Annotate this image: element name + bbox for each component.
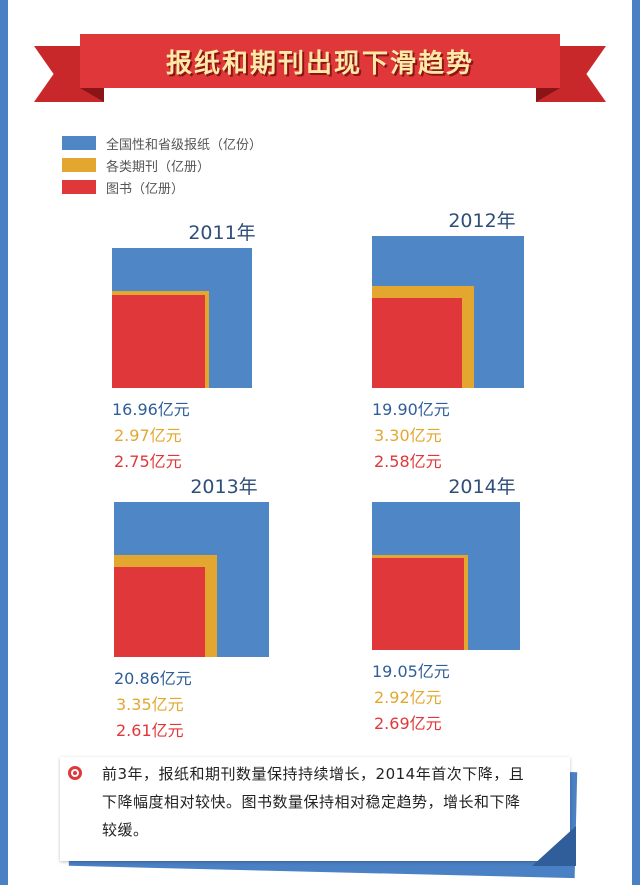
legend-label-newspaper: 全国性和省级报纸（亿份） [106, 137, 263, 153]
value-label-book: 2.61亿元 [116, 721, 184, 741]
value-label-book: 2.75亿元 [114, 452, 182, 472]
square-book [372, 297, 463, 388]
year-label: 2014年 [448, 476, 516, 498]
legend-swatch-newspaper [62, 136, 96, 150]
square-book [114, 566, 205, 658]
value-label-newspaper: 19.05亿元 [372, 662, 450, 682]
value-label-periodical: 3.35亿元 [116, 695, 184, 715]
legend-swatch-book [62, 180, 96, 194]
legend-label-book: 图书（亿册） [106, 181, 185, 197]
chart-panel-2014: 2014年 19.05亿元 2.92亿元 2.69亿元 [372, 472, 592, 740]
chart-panel-2013: 2013年 20.86亿元 3.35亿元 2.61亿元 [114, 472, 334, 740]
value-label-periodical: 2.92亿元 [374, 688, 442, 708]
ribbon-fold-left [80, 88, 104, 102]
target-bullet-icon [68, 766, 82, 780]
right-border-bar [632, 0, 640, 885]
chart-panel-2012: 2012年 19.90亿元 3.30亿元 2.58亿元 [372, 206, 592, 471]
value-label-periodical: 2.97亿元 [114, 426, 182, 446]
year-label: 2012年 [448, 210, 516, 232]
legend: 全国性和省级报纸（亿份） 各类期刊（亿册） 图书（亿册） [62, 132, 262, 198]
title-banner: 报纸和期刊出现下滑趋势 [80, 34, 560, 88]
value-label-book: 2.58亿元 [374, 451, 442, 471]
legend-swatch-periodical [62, 158, 96, 172]
value-label-newspaper: 20.86亿元 [114, 669, 192, 689]
note-card [60, 757, 570, 861]
ribbon-fold-right [536, 88, 560, 102]
legend-label-periodical: 各类期刊（亿册） [106, 159, 211, 175]
square-book [372, 558, 464, 651]
legend-item-periodical: 各类期刊（亿册） [62, 154, 262, 176]
square-book [112, 294, 206, 389]
year-label: 2011年 [188, 222, 256, 244]
value-label-periodical: 3.30亿元 [374, 425, 442, 445]
legend-item-book: 图书（亿册） [62, 176, 262, 198]
legend-item-newspaper: 全国性和省级报纸（亿份） [62, 132, 262, 154]
value-label-newspaper: 19.90亿元 [372, 399, 450, 419]
left-border-bar [0, 0, 8, 885]
chart-title: 报纸和期刊出现下滑趋势 [165, 48, 474, 79]
chart-panel-2011: 2011年 16.96亿元 2.97亿元 2.75亿元 [112, 218, 332, 471]
note-text: 前3年，报纸和期刊数量保持持续增长，2014年首次下降，且下降幅度相对较快。图书… [102, 765, 525, 839]
value-label-book: 2.69亿元 [374, 714, 442, 734]
year-label: 2013年 [190, 476, 258, 498]
value-label-newspaper: 16.96亿元 [112, 400, 190, 420]
